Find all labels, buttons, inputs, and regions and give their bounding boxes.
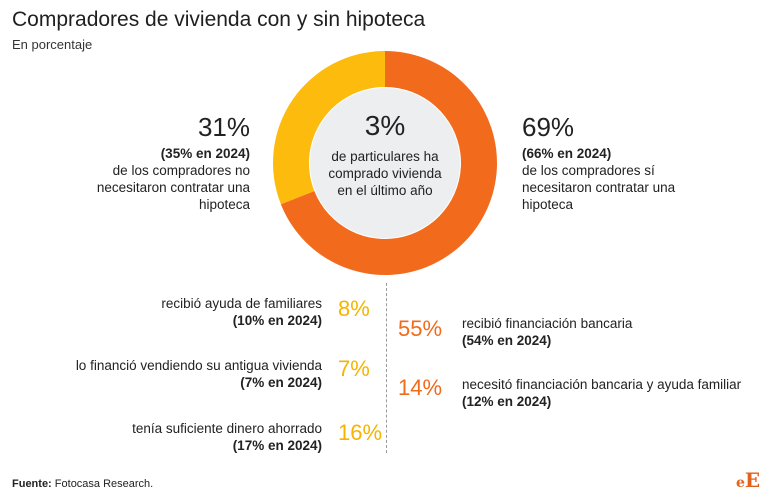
source-text: Fotocasa Research. (54, 478, 154, 490)
detail-bank-financing-pct: 55% (398, 316, 443, 341)
brand-logo: eE (736, 468, 761, 492)
detail-label: recibió financiación bancaria (462, 316, 633, 331)
detail-bank-and-family: necesitó financiación bancaria y ayuda f… (462, 376, 741, 410)
detail-year: (7% en 2024) (240, 375, 322, 390)
donut-slice-mortgage (280, 51, 497, 275)
center-percentage: 3% (364, 110, 406, 141)
no-mortgage-block: 31% (35% en 2024) de los compradores no … (95, 113, 250, 213)
detail-bank-financing: recibió financiación bancaria (54% en 20… (462, 315, 632, 349)
detail-year: (17% en 2024) (232, 438, 322, 453)
source-label: Fuente: (12, 478, 52, 490)
detail-bank-and-family-pct: 14% (398, 375, 443, 400)
detail-family-help-pct: 8% (338, 296, 370, 321)
no-mortgage-2024: (35% en 2024) (160, 146, 250, 161)
detail-year: (10% en 2024) (232, 313, 322, 328)
mortgage-block: 69% (66% en 2024) de los compradores sí … (522, 113, 722, 213)
source-note: Fuente: Fotocasa Research. (12, 478, 153, 490)
mortgage-percentage: 69% (522, 112, 575, 142)
detail-year: (12% en 2024) (462, 394, 552, 409)
no-mortgage-percentage: 31% (197, 112, 250, 142)
detail-savings-pct: 16% (338, 420, 383, 445)
chart-title: Compradores de vivienda con y sin hipote… (12, 8, 426, 31)
detail-year: (54% en 2024) (462, 333, 552, 348)
no-mortgage-description: de los compradores no necesitaron contra… (96, 163, 250, 212)
center-description: de particulares ha comprado vivienda en … (328, 149, 442, 198)
dashed-divider (386, 283, 387, 453)
chart-subtitle: En porcentaje (12, 37, 93, 52)
donut-center (310, 88, 460, 238)
detail-label: tenía suficiente dinero ahorrado (132, 421, 322, 436)
detail-label: lo financió vendiendo su antigua viviend… (75, 358, 322, 373)
detail-label: necesitó financiación bancaria y ayuda f… (462, 377, 742, 392)
detail-family-help: recibió ayuda de familiares (10% en 2024… (161, 295, 322, 329)
mortgage-2024: (66% en 2024) (522, 146, 612, 161)
mortgage-description: de los compradores sí necesitaron contra… (522, 163, 676, 212)
detail-savings: tenía suficiente dinero ahorrado (17% en… (132, 420, 322, 454)
detail-sold-home: lo financió vendiendo su antigua viviend… (76, 357, 322, 391)
detail-sold-home-pct: 7% (338, 356, 370, 381)
donut-slice-no-mortgage (272, 51, 385, 205)
detail-label: recibió ayuda de familiares (161, 296, 322, 311)
